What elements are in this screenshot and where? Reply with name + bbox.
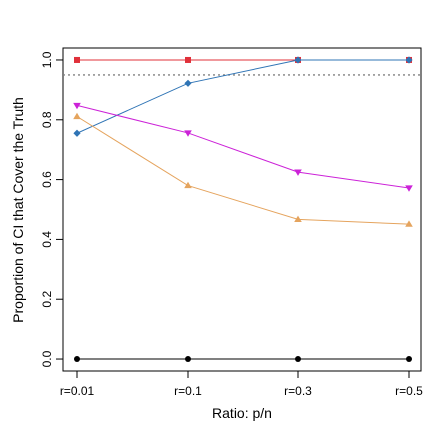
series-5-point [185, 356, 191, 363]
series-3-point [294, 169, 302, 176]
series-2-point [405, 56, 413, 64]
series-line-4 [76, 116, 410, 225]
plot-frame [62, 47, 422, 372]
x-tick-label: r=0.5 [395, 384, 423, 398]
x-tick-label: r=0.3 [284, 384, 312, 398]
series-5-point [295, 356, 301, 363]
series-5-point [74, 356, 80, 363]
x-tick-label: r=0.1 [174, 384, 202, 398]
series-1-point [185, 56, 191, 63]
y-tick-label: 0.2 [40, 291, 54, 308]
series-1-point [74, 56, 80, 63]
series-4-point [184, 181, 192, 189]
y-tick-label: 0.4 [40, 231, 54, 248]
x-axis-title: Ratio: p/n [212, 405, 272, 421]
y-axis: 0.0 0.2 0.4 0.6 0.8 1.0 [40, 51, 63, 367]
series-2-point [294, 56, 302, 64]
series-3-point [405, 185, 413, 192]
series-4-point [294, 215, 302, 222]
series-line-3 [76, 104, 410, 189]
series-3-point [73, 102, 81, 110]
series-4-point [405, 220, 413, 227]
y-tick-label: 0.0 [40, 350, 54, 367]
x-axis: r=0.01 r=0.1 r=0.3 r=0.5 [60, 371, 423, 398]
series-2-point [73, 129, 81, 137]
y-tick-label: 1.0 [40, 51, 54, 68]
y-tick-label: 0.6 [40, 171, 54, 188]
y-axis-title: Proportion of CI that Cover the Truth [10, 97, 26, 323]
series-5-point [406, 356, 412, 363]
series-4-point [73, 112, 81, 120]
series-layer [73, 56, 413, 363]
x-tick-label: r=0.01 [60, 384, 95, 398]
y-tick-label: 0.8 [40, 111, 54, 128]
series-3-point [184, 130, 192, 137]
series-2-point [184, 79, 192, 87]
series-line-2 [76, 59, 409, 134]
